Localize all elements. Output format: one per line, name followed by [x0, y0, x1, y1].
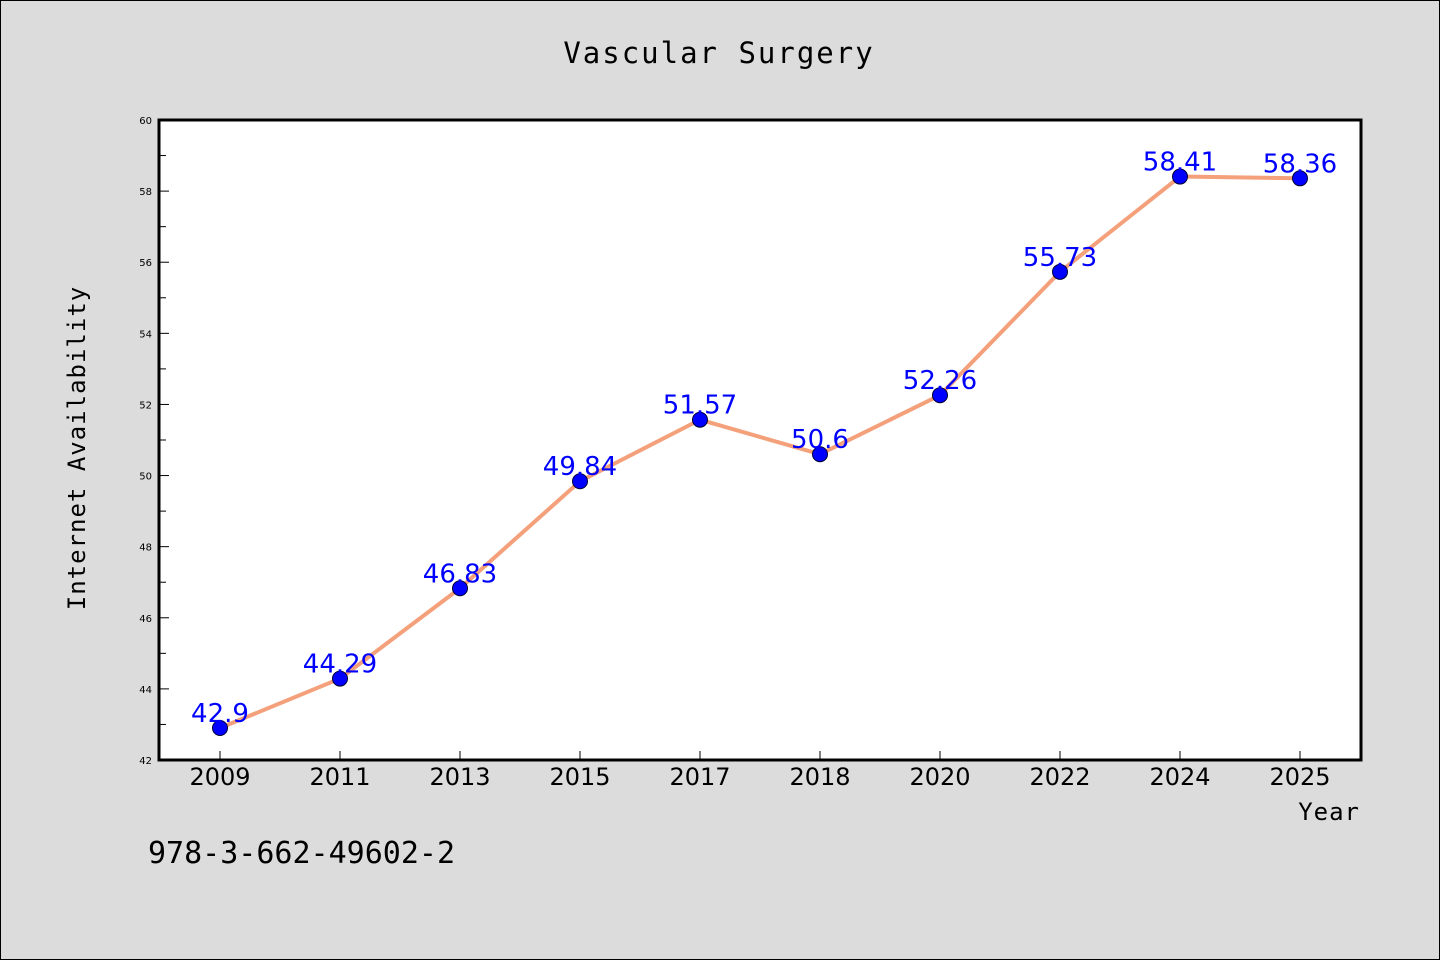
chart-title: Vascular Surgery — [563, 36, 874, 70]
data-point — [212, 720, 228, 736]
y-tick-label: 50 — [139, 472, 152, 483]
data-label: 50.6 — [791, 425, 849, 455]
x-tick-label: 2024 — [1149, 763, 1210, 791]
x-axis-title: Year — [1298, 798, 1360, 826]
y-tick-label: 54 — [139, 329, 152, 340]
y-tick-label: 42 — [139, 756, 152, 767]
data-point — [692, 411, 708, 428]
data-point — [1172, 168, 1188, 185]
x-axis: 2009 2011 2013 2015 2017 2018 2020 2022 2024 2025 — [189, 751, 1331, 791]
plot-area — [157, 118, 1363, 762]
x-tick-label: 2013 — [429, 763, 490, 791]
data-point — [332, 670, 348, 687]
data-point — [572, 473, 588, 490]
data-label: 55.73 — [1023, 243, 1097, 273]
data-label: 58.36 — [1263, 149, 1337, 179]
y-tick-label: 44 — [139, 685, 152, 696]
isbn-caption: 978-3-662-49602-2 — [148, 836, 455, 871]
x-tick-label: 2025 — [1269, 763, 1330, 791]
data-labels: 42.9 44.29 46.83 49.84 51.57 50.6 52.26 55.73 58… — [191, 148, 1337, 729]
data-label: 46.83 — [423, 559, 497, 589]
x-tick-label: 2011 — [309, 763, 370, 791]
data-point — [452, 580, 468, 597]
y-tick-label: 46 — [139, 614, 152, 625]
data-label: 49.84 — [543, 452, 617, 482]
series-layer — [212, 168, 1308, 736]
x-tick-label: 2009 — [189, 763, 250, 791]
y-tick-label: 48 — [139, 543, 152, 554]
x-tick-label: 2018 — [789, 763, 850, 791]
y-tick-label: 58 — [139, 187, 152, 198]
x-tick-label: 2017 — [669, 763, 730, 791]
series-line — [219, 174, 1301, 730]
data-label: 51.57 — [663, 391, 737, 421]
data-point — [812, 446, 828, 463]
y-tick-label: 56 — [139, 258, 152, 269]
y-tick-label: 60 — [139, 116, 152, 127]
data-point — [1292, 170, 1308, 187]
data-point — [1052, 263, 1068, 280]
y-axis: 42 44 46 48 50 52 54 56 58 60 — [139, 116, 169, 767]
y-tick-label: 52 — [139, 400, 152, 411]
y-axis-title: Internet Availability — [63, 286, 91, 610]
x-tick-label: 2015 — [549, 763, 610, 791]
data-label: 58.41 — [1143, 148, 1217, 178]
data-label: 42.9 — [191, 699, 249, 729]
data-label: 52.26 — [903, 366, 977, 396]
data-point — [932, 387, 948, 404]
data-label: 44.29 — [303, 650, 377, 680]
x-tick-label: 2022 — [1029, 763, 1090, 791]
x-tick-label: 2020 — [909, 763, 970, 791]
